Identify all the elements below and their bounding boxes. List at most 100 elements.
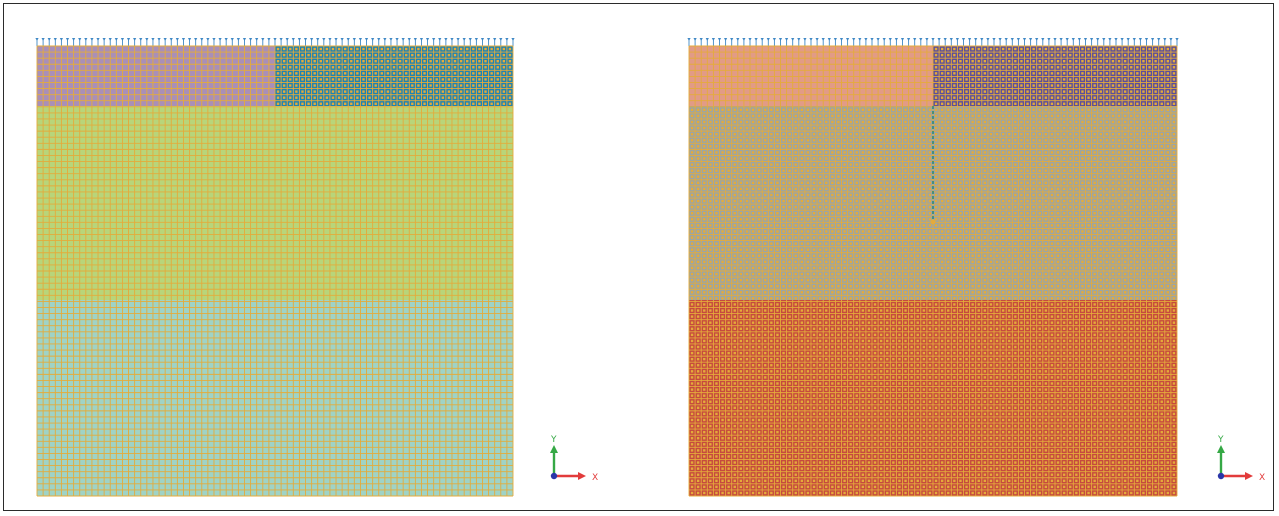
mesh-node: [1111, 230, 1115, 233]
mesh-node: [1001, 297, 1005, 300]
mesh-node: [1050, 199, 1054, 203]
mesh-node: [904, 333, 907, 337]
mesh-node: [757, 297, 761, 300]
mesh-node: [812, 400, 816, 403]
mesh-node: [849, 151, 852, 154]
mesh-node: [757, 218, 761, 221]
mesh-node: [1099, 102, 1102, 105]
mesh-node: [703, 370, 706, 373]
mesh-node: [282, 72, 286, 75]
mesh-node: [776, 376, 779, 379]
mesh-node: [727, 205, 730, 209]
mesh-node: [849, 145, 852, 148]
mesh-node: [1062, 151, 1066, 154]
mesh-node: [1130, 193, 1133, 197]
mesh-node: [837, 285, 840, 288]
mesh-node: [977, 254, 980, 257]
load-arrowhead: [444, 38, 448, 41]
mesh-node: [751, 388, 755, 391]
mesh-node: [696, 242, 700, 245]
mesh-node: [898, 315, 901, 318]
mesh-node: [794, 449, 797, 452]
mesh-node: [794, 193, 797, 197]
mesh-node: [703, 212, 706, 215]
mesh-node: [770, 278, 773, 282]
mesh-node: [417, 96, 420, 99]
mesh-node: [825, 291, 828, 294]
mesh-node: [904, 388, 907, 391]
mesh-node: [1105, 291, 1109, 294]
mesh-node: [739, 424, 743, 428]
mesh-node: [690, 278, 694, 282]
mesh-node: [959, 60, 962, 63]
mesh-node: [739, 357, 743, 361]
mesh-node: [843, 126, 846, 130]
mesh-node: [764, 151, 767, 154]
mesh-node: [971, 90, 974, 93]
node-dots: [276, 47, 512, 105]
mesh-node: [800, 242, 804, 245]
mesh-node: [953, 169, 956, 172]
mesh-node: [751, 430, 755, 434]
load-arrowhead: [907, 38, 911, 41]
mesh-node: [764, 437, 767, 440]
mesh-node: [1044, 212, 1048, 215]
mesh-node: [995, 47, 999, 51]
mesh-node: [1026, 120, 1029, 124]
mesh-node: [904, 285, 907, 288]
mesh-node: [782, 321, 785, 324]
mesh-node: [276, 90, 280, 93]
mesh-node: [1142, 72, 1145, 75]
mesh-node: [825, 230, 828, 233]
mesh-node: [1050, 224, 1054, 227]
mesh-node: [770, 491, 773, 495]
mesh-node: [989, 120, 993, 124]
mesh-node: [374, 78, 377, 81]
load-arrowhead: [913, 38, 917, 41]
mesh-node: [989, 90, 993, 93]
mesh-node: [715, 376, 718, 379]
mesh-node: [770, 132, 773, 136]
mesh-node: [1154, 151, 1157, 154]
mesh-node: [782, 248, 785, 251]
mesh-node: [788, 157, 791, 160]
mesh-node: [770, 199, 773, 203]
mesh-node: [770, 339, 773, 343]
mesh-node: [959, 278, 962, 282]
mesh-node: [843, 242, 846, 245]
mesh-node: [898, 145, 901, 148]
mesh-node: [751, 327, 755, 330]
mesh-node: [831, 357, 834, 361]
mesh-node: [709, 242, 712, 245]
mesh-node: [879, 485, 883, 489]
mesh-node: [447, 72, 451, 75]
mesh-node: [757, 303, 761, 306]
mesh-node: [1105, 72, 1109, 75]
mesh-node: [1136, 291, 1139, 294]
mesh-node: [873, 224, 877, 227]
load-arrowhead: [505, 38, 509, 41]
mesh-node: [837, 430, 840, 434]
mesh-node: [1069, 102, 1072, 105]
mesh-node: [727, 333, 730, 337]
mesh-node: [886, 151, 889, 154]
mesh-node: [825, 406, 828, 410]
mesh-node: [1111, 169, 1115, 172]
mesh-node: [1020, 218, 1023, 221]
mesh-node: [1142, 181, 1145, 185]
mesh-node: [739, 376, 743, 379]
mesh-node: [757, 388, 761, 391]
mesh-node: [1014, 163, 1017, 166]
mesh-node: [478, 47, 481, 51]
mesh-node: [831, 400, 834, 403]
mesh-node: [904, 236, 907, 239]
mesh-node: [953, 266, 956, 270]
load-arrowhead: [364, 38, 369, 41]
mesh-node: [429, 96, 432, 99]
mesh-node: [1148, 205, 1151, 209]
mesh-node: [770, 291, 773, 294]
mesh-node: [1160, 242, 1163, 245]
mesh-node: [1160, 230, 1163, 233]
mesh-node: [1172, 224, 1176, 227]
mesh-node: [496, 96, 499, 99]
